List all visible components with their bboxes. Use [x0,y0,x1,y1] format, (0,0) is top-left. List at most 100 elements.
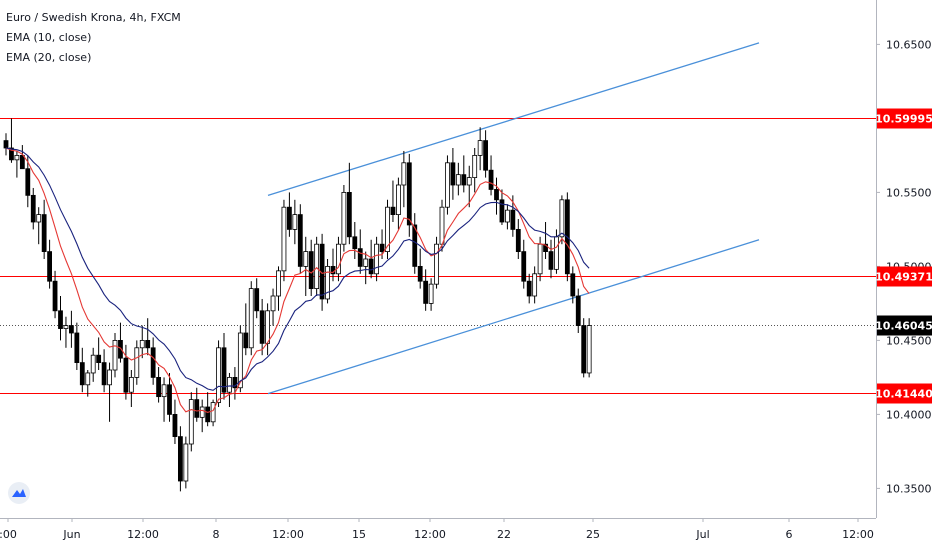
candle [177,426,183,492]
x-tick-label: 12:00 [414,528,446,541]
candle-body-down [74,332,80,364]
level-price-label: 10.59995 [875,113,932,126]
x-tick-label: Jul [695,528,709,541]
candle-body-down [177,436,183,482]
candle [308,239,314,296]
candles [3,118,592,492]
candle [254,278,260,319]
candle [85,370,91,397]
candle [188,392,194,452]
candle [346,162,352,245]
candle-body-up [270,295,276,312]
candle-body-up [472,154,478,178]
candle-body-down [286,206,292,230]
candle [123,344,129,400]
ema10-label[interactable]: EMA (10, close) [6,31,92,44]
candle-body-down [412,224,418,267]
price-axis[interactable]: 10.6500010.6000010.5500010.5000010.45000… [875,0,932,550]
candle [368,239,374,279]
candle [341,185,347,252]
time-axis[interactable]: :00 Jun 12:00 8 12:00 15 12:00 22 25 Jul 6 12:00 [0,518,876,541]
level-price-tag[interactable] [877,108,932,129]
candle [112,333,118,378]
candle-body-down [118,339,123,359]
candle [63,316,69,348]
candle [450,148,456,200]
candle [434,236,439,289]
candle [488,155,494,196]
candle [395,177,401,230]
candle-body-up [477,140,483,156]
x-tick-label: 15 [352,528,366,541]
channel-line[interactable] [267,42,760,196]
level-price-tag[interactable] [877,266,932,287]
candle-body-down [41,214,47,253]
candle-body-down [52,280,58,312]
x-tick-label: 22 [497,528,511,541]
candle-body-down [232,376,238,389]
candle [406,153,412,237]
candle-body-up [134,347,140,378]
candle [107,362,112,422]
candle-body-down [205,406,211,423]
candle-body-down [379,243,385,252]
candle-body-up [504,209,510,223]
candle [543,222,548,259]
candle [336,236,341,282]
candle-body-down [243,332,249,349]
candle-body-down [259,310,265,344]
candle-body-down [423,280,429,304]
x-tick-label: 25 [586,528,600,541]
candle-body-up [439,206,445,245]
candle [499,189,505,225]
candle-body-down [58,310,63,329]
candle [504,204,510,230]
y-tick-label: 10.55000 [886,186,932,199]
y-tick-label: 10.45000 [886,334,932,347]
candle [521,239,527,289]
candle-body-up [248,288,254,349]
candle [297,204,303,274]
candle [52,270,58,319]
candle [455,162,461,196]
candle-body-down [570,273,576,297]
candle-body-down [172,413,178,437]
candle [428,278,434,311]
candle [390,180,396,222]
candle-body-down [548,251,554,270]
ema20-line [5,147,590,391]
last-price-tag[interactable] [877,315,932,336]
ema20-label[interactable]: EMA (20, close) [6,51,92,64]
candle [374,236,380,282]
candle-body-down [352,236,358,250]
tradingview-logo-icon[interactable] [8,482,30,504]
symbol-title[interactable]: Euro / Swedish Krona, 4h, FXCM [6,11,181,24]
candle-body-down [221,347,227,393]
candle [14,150,20,178]
candle-body-up [434,243,439,285]
candle [559,195,565,245]
candle [30,187,36,230]
candle [47,239,52,289]
x-tick-label: 12:00 [127,528,159,541]
candle-body-down [19,154,25,170]
candle [90,347,96,382]
candle [581,318,587,378]
candle [19,145,25,170]
x-tick-label: 12:00 [842,528,874,541]
level-price-label: 10.49371 [875,271,932,284]
x-tick-label: 6 [786,528,793,541]
candle [352,222,358,259]
candle-body-down [25,168,31,196]
level-price-tag[interactable] [877,383,932,404]
candle-body-down [156,376,162,398]
candle-body-down [9,147,14,161]
candle-body-down [581,325,587,374]
candle [303,236,309,296]
channel-line[interactable] [267,239,760,395]
candle [41,199,47,259]
candle-body-up [374,243,380,275]
candle-body-down [510,209,516,230]
candle [325,259,330,304]
